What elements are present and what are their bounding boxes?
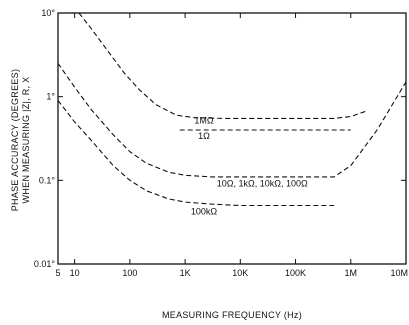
series-line-3 (57, 63, 407, 178)
y-tick-label: 1° (46, 92, 55, 102)
y-tick-label: 0.1° (39, 175, 56, 185)
x-tick-label: 100K (285, 268, 306, 278)
x-tick-label: 10K (232, 268, 248, 278)
series-label-4: 100kΩ (191, 207, 218, 217)
y-axis-title-line1: PHASE ACCURACY (DEGREES) (10, 69, 20, 212)
x-tick-label: 100 (122, 268, 137, 278)
series-label-3: 10Ω, 1kΩ, 10kΩ, 100Ω (217, 179, 308, 189)
y-tick-label: 0.01° (34, 259, 56, 269)
series-label-2: 1Ω (198, 131, 210, 141)
x-tick-label: 5 (55, 268, 60, 278)
data-series (57, 12, 407, 207)
axis-ticks (57, 12, 407, 265)
y-tick-labels: 10° 1° 0.1° 0.01° (34, 8, 56, 269)
x-axis-title: MEASURING FREQUENCY (Hz) (162, 310, 302, 320)
plot-frame (57, 12, 407, 265)
x-tick-labels: 5 10 100 1K 10K 100K 1M 10M (55, 268, 408, 278)
y-tick-label: 10° (41, 8, 55, 18)
x-tick-label: 1M (345, 268, 358, 278)
y-axis-title-line2: WHEN MEASURING |Z|, R, X (21, 77, 31, 204)
x-tick-label: 1K (180, 268, 191, 278)
x-tick-label: 10 (70, 268, 80, 278)
series-line-1 (78, 12, 368, 119)
x-tick-label: 10M (390, 268, 408, 278)
series-labels: 1MΩ 1Ω 10Ω, 1kΩ, 10kΩ, 100Ω 100kΩ (191, 115, 308, 216)
series-label-1: 1MΩ (194, 115, 214, 125)
series-line-4 (57, 100, 335, 207)
